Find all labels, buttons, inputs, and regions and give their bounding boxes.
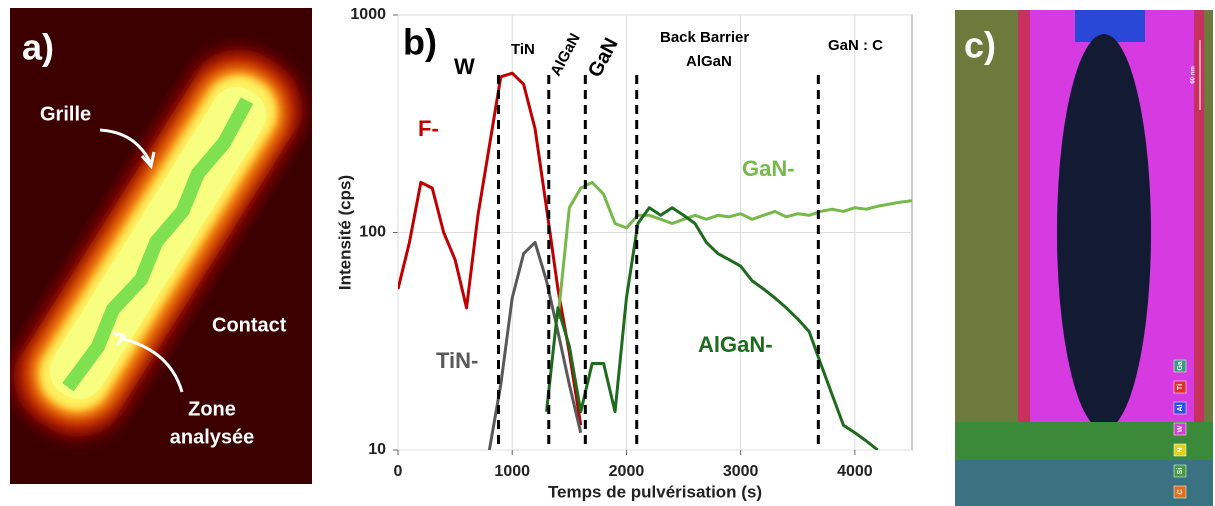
- legend-label: Si: [1177, 468, 1184, 475]
- legend-label: Ga: [1177, 361, 1184, 370]
- x-tick-label: 0: [394, 463, 403, 480]
- chart: 10 100 1000 0 1000 2000 3000 4000 Temps de pulvé…: [335, 6, 912, 501]
- panel-label: b): [403, 22, 437, 63]
- y-tick-label: 1000: [350, 6, 386, 23]
- legend-swatch: [1173, 485, 1187, 499]
- series-label: AlGaN-: [698, 332, 773, 357]
- legend-swatch: [1173, 380, 1187, 394]
- panel-a-image: [10, 8, 312, 484]
- legend-swatch: [1173, 401, 1187, 415]
- annotation: W: [454, 54, 475, 79]
- series-label: F-: [418, 116, 439, 141]
- y-axis-label: Intensité (cps): [335, 175, 354, 290]
- x-tick-label: 2000: [609, 463, 645, 480]
- annotation: AlGaN: [686, 53, 732, 70]
- y-tick-label: 10: [368, 441, 386, 458]
- panel-c-image: [955, 10, 1213, 506]
- series-line: [398, 71, 583, 426]
- legend-swatch: [1173, 359, 1187, 373]
- panel-label: c): [964, 25, 996, 66]
- y-tick-label: 100: [359, 224, 386, 241]
- element-legend: C Si N W Al Ti Ga: [1173, 359, 1187, 499]
- x-tick-label: 3000: [723, 463, 759, 480]
- x-tick-label: 4000: [837, 463, 873, 480]
- annotation: Back Barrier: [660, 29, 749, 46]
- label-zone: analysée: [170, 426, 255, 448]
- label-grille: Grille: [40, 103, 91, 125]
- plot: [398, 71, 912, 450]
- legend-label: Ti: [1177, 384, 1184, 390]
- legend-label: W: [1177, 425, 1184, 432]
- series-line: [487, 240, 583, 450]
- legend-label: N: [1177, 447, 1184, 452]
- series-line: [556, 180, 912, 320]
- annotation: TiN: [511, 41, 535, 58]
- series-label: GaN-: [742, 156, 795, 181]
- scale-bar-label: 60 nm: [1191, 66, 1197, 83]
- annotation: GaN : C: [828, 37, 883, 54]
- label-contact: Contact: [212, 314, 287, 336]
- legend-label: Al: [1177, 404, 1184, 411]
- legend-swatch: [1173, 464, 1187, 478]
- legend-swatch: [1173, 422, 1187, 436]
- series-line: [544, 206, 879, 450]
- series-label: TiN-: [436, 348, 478, 373]
- label-zone: Zone: [188, 398, 236, 420]
- panel-label: a): [22, 27, 54, 68]
- x-tick-label: 1000: [494, 463, 530, 480]
- legend-swatch: [1173, 443, 1187, 457]
- legend-label: C: [1177, 489, 1184, 494]
- x-axis-label: Temps de pulvérisation (s): [548, 482, 762, 501]
